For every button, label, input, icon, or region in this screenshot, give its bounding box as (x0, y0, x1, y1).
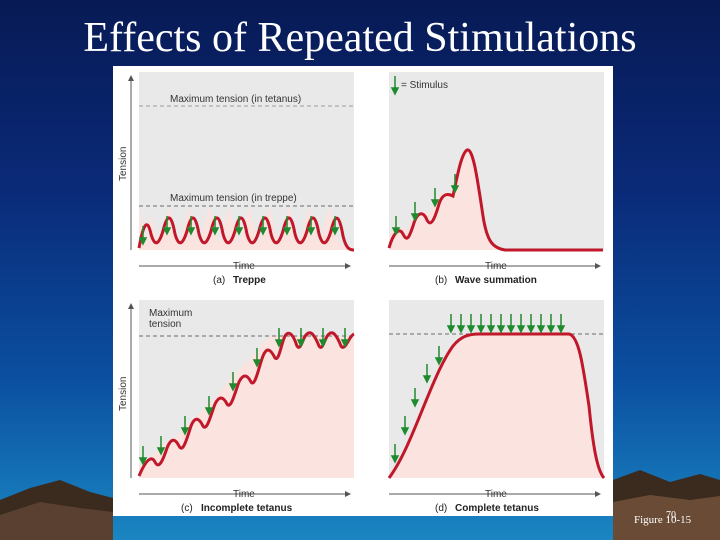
panel-c-x-label: Time (233, 489, 255, 500)
panel-c-tension-curve (137, 331, 355, 477)
panel-d-fill (389, 334, 603, 478)
panel-d-x-label: Time (485, 489, 507, 500)
panel-c-max-label-2: tension (149, 319, 181, 330)
panel-c-fill (139, 336, 354, 478)
panel-c-y-label: Tension (118, 377, 129, 411)
panel-c-max-label-1: Maximum (149, 308, 192, 319)
panel-a-y-label: Tension (118, 147, 129, 181)
panel-b-caption: Wave summation (455, 275, 537, 286)
panel-b-x-label: Time (485, 261, 507, 272)
page-number: 70 (666, 510, 676, 521)
mountain-silhouette (0, 470, 720, 540)
panel-a-x-label: Time (233, 261, 255, 272)
figure-svg: Maximum tension (in tetanus) Maximum ten… (118, 72, 606, 514)
panel-d-tension-curve (387, 332, 606, 479)
panel-d-caption: Complete tetanus (455, 503, 539, 514)
panel-a-treppe-label: Maximum tension (in treppe) (170, 193, 297, 204)
panel-d-complete-tetanus: Time (d) Complete tetanus (387, 300, 606, 514)
panel-a-tension-curve (137, 216, 355, 252)
panel-b-fill (389, 149, 513, 250)
figure-10-15: Maximum tension (in tetanus) Maximum ten… (113, 66, 613, 516)
panel-a-tetanus-label: Maximum tension (in tetanus) (170, 94, 301, 105)
slide-title: Effects of Repeated Stimulations (83, 15, 637, 61)
panel-a-treppe: Maximum tension (in tetanus) Maximum ten… (118, 72, 355, 286)
panel-a-stimulus-arrows (138, 216, 340, 246)
panel-c-caption: Incomplete tetanus (201, 503, 293, 514)
panel-d-stimulus-arrows (390, 314, 566, 464)
panel-a-caption: Treppe (233, 275, 266, 286)
panel-a-letter: (a) (213, 275, 225, 286)
panel-d-letter: (d) (435, 503, 447, 514)
panel-c-stimulus-arrows (138, 328, 350, 466)
panel-c-incomplete-tetanus: Maximum tension Tension Time (c) Incompl… (118, 300, 355, 514)
panel-b-letter: (b) (435, 275, 447, 286)
panel-c-letter: (c) (181, 503, 193, 514)
panel-b-stimulus-legend: = Stimulus (401, 80, 448, 91)
panel-b-tension-curve (387, 148, 603, 252)
panel-b-wave-summation: = Stimulus Time (b) Wave summation (387, 72, 604, 286)
panel-b-stimulus-arrows (390, 76, 460, 236)
figure-reference: Figure 10-15 (634, 514, 692, 526)
